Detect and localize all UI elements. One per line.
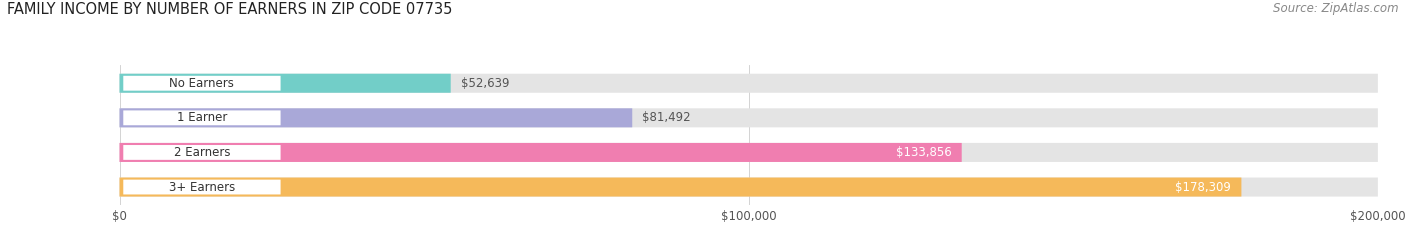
FancyBboxPatch shape xyxy=(120,178,1241,197)
FancyBboxPatch shape xyxy=(120,108,1378,127)
Text: $133,856: $133,856 xyxy=(896,146,952,159)
Text: No Earners: No Earners xyxy=(170,77,235,90)
FancyBboxPatch shape xyxy=(120,143,1378,162)
FancyBboxPatch shape xyxy=(120,178,1378,197)
Text: FAMILY INCOME BY NUMBER OF EARNERS IN ZIP CODE 07735: FAMILY INCOME BY NUMBER OF EARNERS IN ZI… xyxy=(7,2,453,17)
Text: Source: ZipAtlas.com: Source: ZipAtlas.com xyxy=(1274,2,1399,15)
FancyBboxPatch shape xyxy=(124,180,281,195)
Text: 2 Earners: 2 Earners xyxy=(174,146,231,159)
FancyBboxPatch shape xyxy=(124,145,281,160)
FancyBboxPatch shape xyxy=(120,143,962,162)
Text: 1 Earner: 1 Earner xyxy=(177,111,228,124)
Text: $81,492: $81,492 xyxy=(643,111,690,124)
Text: $52,639: $52,639 xyxy=(461,77,509,90)
FancyBboxPatch shape xyxy=(120,108,633,127)
Text: $178,309: $178,309 xyxy=(1175,181,1232,194)
FancyBboxPatch shape xyxy=(124,76,281,91)
FancyBboxPatch shape xyxy=(120,74,1378,93)
FancyBboxPatch shape xyxy=(124,110,281,125)
FancyBboxPatch shape xyxy=(120,74,451,93)
Text: 3+ Earners: 3+ Earners xyxy=(169,181,235,194)
